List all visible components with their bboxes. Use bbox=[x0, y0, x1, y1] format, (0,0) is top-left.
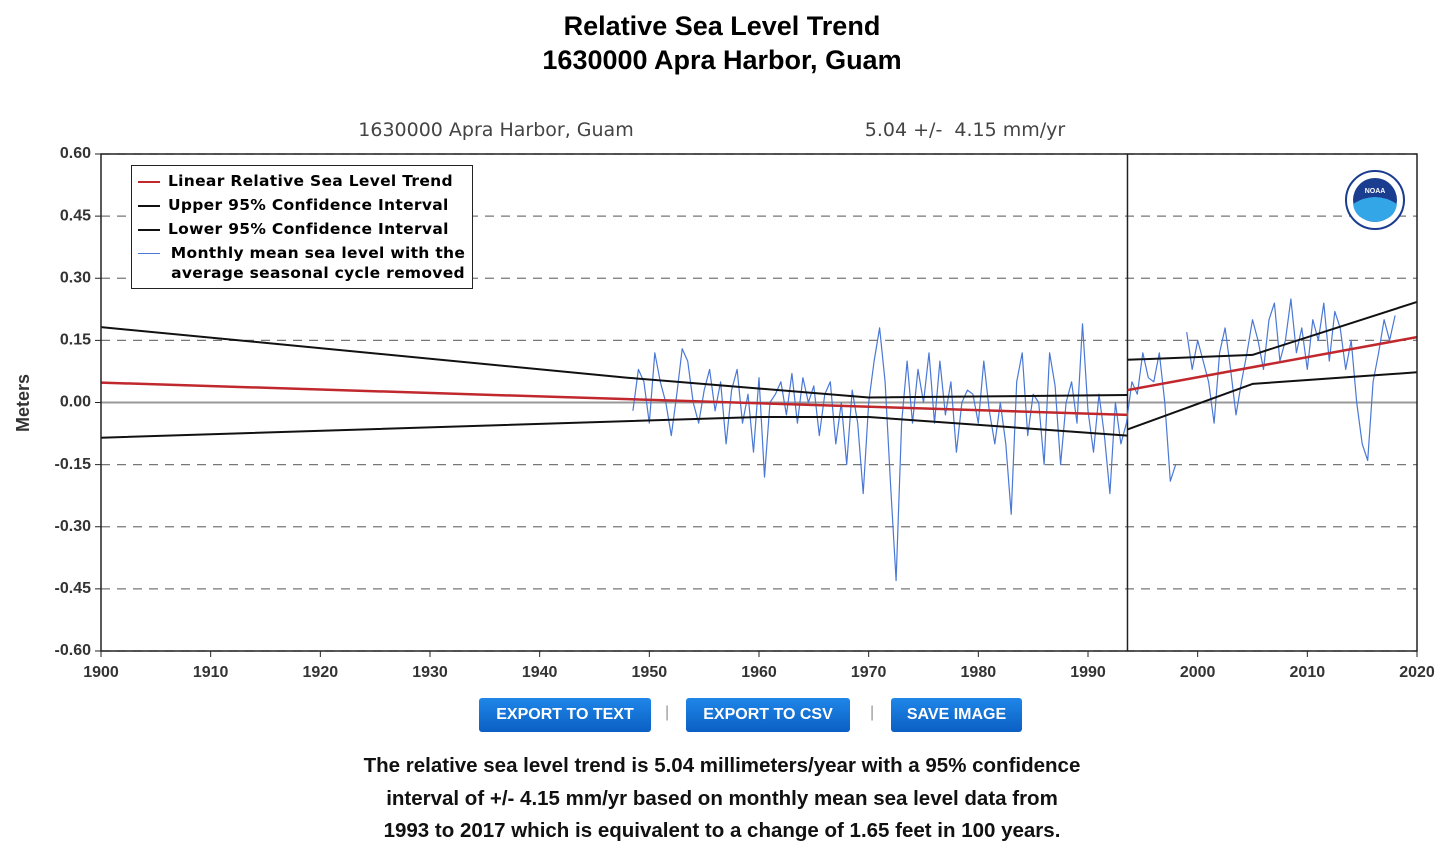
y-tick-label: 0.15 bbox=[60, 332, 91, 349]
export-csv-button[interactable]: EXPORT TO CSV bbox=[686, 698, 850, 732]
y-tick-label: 0.00 bbox=[60, 394, 91, 411]
export-text-button[interactable]: EXPORT TO TEXT bbox=[479, 698, 651, 732]
legend-swatch bbox=[138, 205, 160, 207]
description-line: interval of +/- 4.15 mm/yr based on mont… bbox=[386, 787, 1058, 810]
separator: | bbox=[665, 704, 670, 721]
svg-text:NOAA: NOAA bbox=[1365, 188, 1386, 195]
legend-label: Monthly mean sea level with the average … bbox=[170, 244, 466, 282]
x-tick-label: 1970 bbox=[851, 664, 887, 681]
legend-item: Linear Relative Sea Level Trend bbox=[132, 169, 472, 193]
legend-swatch bbox=[138, 229, 160, 231]
separator: | bbox=[870, 704, 875, 721]
legend-label: Linear Relative Sea Level Trend bbox=[168, 172, 453, 190]
chart-subtitle: 1630000 Apra Harbor, Guam bbox=[542, 45, 901, 75]
x-tick-label: 1950 bbox=[632, 664, 668, 681]
legend-label: Upper 95% Confidence Interval bbox=[168, 196, 449, 214]
station-label: 1630000 Apra Harbor, Guam bbox=[358, 119, 633, 141]
legend: Linear Relative Sea Level Trend Upper 95%… bbox=[131, 165, 473, 289]
description-line: 1993 to 2017 which is equivalent to a ch… bbox=[383, 819, 1061, 842]
series-line bbox=[100, 335, 1418, 417]
chart-title: Relative Sea Level Trend bbox=[564, 11, 881, 41]
y-axis-label: Meters bbox=[13, 374, 33, 432]
legend-swatch bbox=[138, 181, 160, 183]
description-line: The relative sea level trend is 5.04 mil… bbox=[363, 754, 1081, 777]
x-tick-label: 2020 bbox=[1399, 664, 1435, 681]
plot-frame bbox=[100, 153, 1418, 652]
y-tick-label: 0.45 bbox=[60, 207, 91, 224]
legend-item: Lower 95% Confidence Interval bbox=[132, 217, 472, 241]
save-image-button[interactable]: SAVE IMAGE bbox=[891, 698, 1022, 732]
y-tick-label: 0.60 bbox=[60, 145, 91, 162]
series-line bbox=[100, 300, 1418, 399]
x-tick-label: 1900 bbox=[83, 664, 119, 681]
x-tick-label: 2010 bbox=[1290, 664, 1326, 681]
x-tick-label: 1930 bbox=[412, 664, 448, 681]
legend-item: Monthly mean sea level with the average … bbox=[132, 241, 472, 285]
x-tick-label: 1990 bbox=[1070, 664, 1106, 681]
y-tick-label: -0.30 bbox=[55, 518, 92, 535]
x-tick-label: 1960 bbox=[741, 664, 777, 681]
series-line bbox=[632, 298, 1396, 582]
trend-label: 5.04 +/- 4.15 mm/yr bbox=[865, 119, 1066, 141]
x-tick-label: 1940 bbox=[522, 664, 558, 681]
legend-label: Lower 95% Confidence Interval bbox=[168, 220, 449, 238]
legend-item: Upper 95% Confidence Interval bbox=[132, 193, 472, 217]
legend-swatch bbox=[138, 253, 160, 254]
noaa-logo: NOAA bbox=[1345, 170, 1405, 230]
x-tick-label: 1910 bbox=[193, 664, 229, 681]
y-tick-label: -0.45 bbox=[55, 580, 92, 597]
y-tick-label: 0.30 bbox=[60, 269, 91, 286]
series-line bbox=[100, 371, 1418, 439]
y-tick-label: -0.15 bbox=[55, 456, 92, 473]
x-tick-label: 1920 bbox=[303, 664, 339, 681]
y-tick-label: -0.60 bbox=[55, 642, 92, 659]
x-tick-label: 1980 bbox=[961, 664, 997, 681]
x-tick-label: 2000 bbox=[1180, 664, 1216, 681]
